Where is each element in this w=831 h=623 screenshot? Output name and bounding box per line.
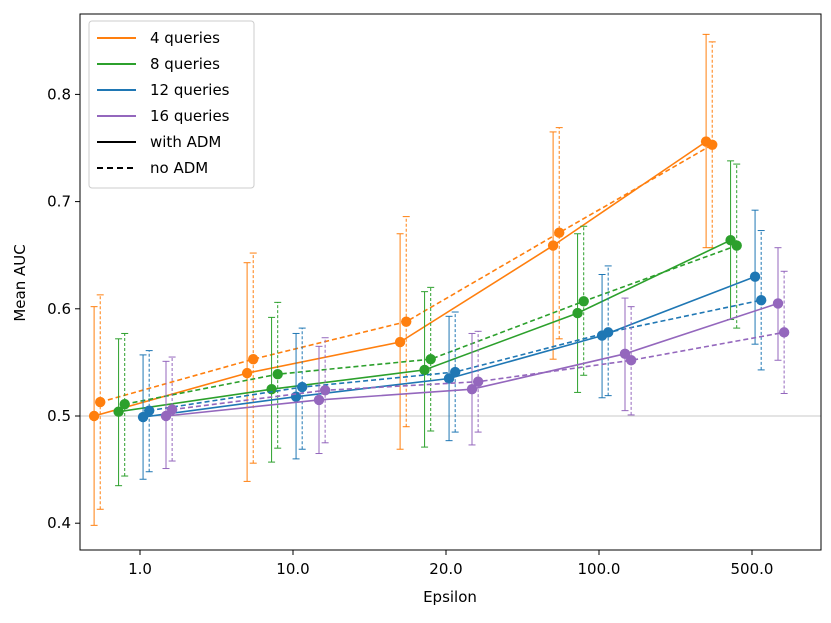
legend-label: with ADM — [150, 133, 221, 151]
data-point — [749, 271, 761, 282]
data-point — [572, 307, 583, 319]
data-point — [755, 295, 767, 306]
data-point — [119, 399, 130, 410]
data-point — [143, 405, 155, 416]
data-point — [95, 396, 106, 408]
data-point — [778, 327, 790, 338]
legend-label: 4 queries — [150, 29, 220, 47]
data-point — [88, 410, 100, 422]
data-point — [578, 296, 589, 307]
x-axis: 1.0 10.0 20.0 100.0 500.0 — [128, 550, 773, 578]
series-8-queries-no-adm — [119, 163, 742, 477]
data-point — [425, 353, 436, 365]
data-point — [554, 227, 565, 238]
data-point — [772, 298, 784, 309]
legend-entry: no ADM — [97, 159, 208, 177]
data-point — [625, 355, 637, 366]
data-point — [547, 240, 559, 251]
legend-entries: 4 queries 8 queries 12 queries 16 queries wi… — [97, 29, 230, 177]
x-tick-label: 100.0 — [578, 560, 621, 578]
data-point — [166, 404, 178, 415]
legend-entry: with ADM — [97, 133, 221, 151]
data-point — [113, 406, 124, 417]
legend-entry: 16 queries — [97, 107, 230, 125]
data-point — [313, 394, 325, 406]
data-point — [419, 364, 430, 376]
series-12-queries-with-adm — [137, 209, 761, 480]
x-tick-label: 500.0 — [731, 560, 774, 578]
legend-label: no ADM — [150, 159, 208, 177]
data-point — [272, 368, 283, 380]
y-tick-label: 0.6 — [47, 300, 71, 318]
data-point — [707, 139, 718, 150]
legend-entry: 4 queries — [97, 29, 220, 47]
y-tick-label: 0.5 — [47, 407, 71, 425]
data-point — [319, 385, 331, 396]
data-point — [296, 381, 308, 393]
series-12-queries-no-adm — [143, 230, 767, 473]
legend-label: 16 queries — [150, 107, 230, 125]
data-point — [449, 366, 461, 378]
series-16-queries-with-adm — [160, 247, 784, 470]
data-point — [619, 348, 631, 360]
data-point — [248, 353, 259, 365]
data-point — [472, 376, 484, 387]
x-tick-label: 10.0 — [276, 560, 309, 578]
data-point — [241, 367, 253, 379]
series-4-queries-no-adm — [95, 41, 718, 510]
y-tick-label: 0.8 — [47, 85, 71, 103]
legend-entry: 12 queries — [97, 81, 230, 99]
y-axis-label: Mean AUC — [11, 244, 29, 321]
x-tick-label: 20.0 — [429, 560, 462, 578]
legend-label: 12 queries — [150, 81, 230, 99]
data-point — [466, 384, 478, 395]
y-axis: 0.4 0.5 0.6 0.7 0.8 — [47, 85, 80, 532]
x-axis-label: Epsilon — [423, 588, 477, 606]
y-tick-label: 0.7 — [47, 193, 71, 211]
data-point — [160, 410, 172, 422]
series-8-queries-with-adm — [113, 160, 736, 487]
x-tick-label: 1.0 — [128, 560, 152, 578]
plot-frame — [79, 13, 822, 551]
data-point — [401, 316, 412, 327]
series-4-queries-with-adm — [88, 33, 712, 526]
data-point — [137, 411, 149, 423]
legend: 4 queries 8 queries 12 queries 16 queries wi… — [88, 20, 255, 189]
data-point — [394, 336, 406, 348]
legend-label: 8 queries — [150, 55, 220, 73]
data-point — [731, 240, 742, 251]
data-point — [602, 327, 614, 338]
data-point — [443, 373, 455, 384]
series-layer — [88, 33, 790, 526]
y-tick-label: 0.4 — [47, 514, 71, 532]
series-16-queries-no-adm — [166, 270, 790, 462]
legend-entry: 8 queries — [97, 55, 220, 73]
legend-frame — [88, 20, 255, 189]
